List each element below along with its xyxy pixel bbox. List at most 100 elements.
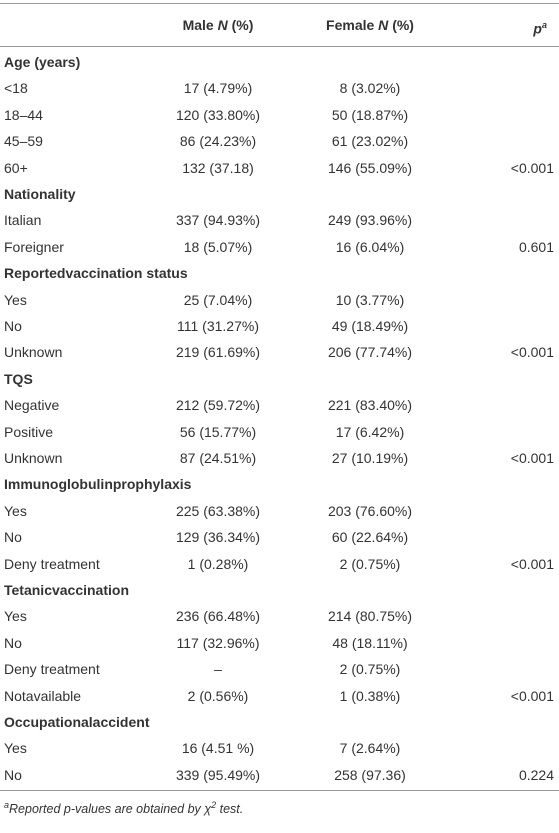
male-value: 17 (4.79%) [183,80,253,97]
section-title: Age (years) [4,54,81,70]
female-value: 206 (77.74%) [327,344,413,361]
data-row: No 111 (31.27%) 49 (18.49%) [0,313,559,339]
data-row: Yes 225 (63.38%) 203 (76.60%) [0,498,559,524]
data-row: 18–44 120 (33.80%) 50 (18.87%) [0,102,559,128]
male-value: 132 (37.18) [182,159,254,176]
row-label: Unknown [4,344,63,361]
male-value: 18 (5.07%) [183,238,253,255]
male-header: Male N (%) [148,10,288,40]
female-value: 16 (6.04%) [335,238,405,255]
female-value: 2 (0.75%) [339,555,401,572]
header-text: Female [326,17,375,33]
female-value: 1 (0.38%) [339,687,401,704]
data-row: Deny treatment 1 (0.28%) 2 (0.75%) <0.001 [0,551,559,577]
data-row: Unknown 219 (61.69%) 206 (77.74%) <0.001 [0,339,559,365]
female-value: 10 (3.77%) [335,291,405,308]
data-row: <18 17 (4.79%) 8 (3.02%) [0,75,559,101]
row-label: Notavailable [4,687,82,704]
section-title: Reportedvaccination status [4,265,188,282]
male-value: 225 (63.38%) [175,502,261,519]
section-title: Nationality [4,186,76,202]
row-label: Negative [4,397,60,414]
header-text: a [541,20,547,30]
section-row: Age (years) [0,49,559,75]
section-title: Tetanicvaccination [4,582,130,598]
section-row: Tetanicvaccination [0,577,559,603]
female-value: 7 (2.64%) [339,740,401,757]
data-row: No 117 (32.96%) 48 (18.11%) [0,630,559,656]
row-label: Yes [4,740,27,757]
row-label: Yes [4,291,27,308]
data-row: Foreigner 18 (5.07%) 16 (6.04%) 0.601 [0,234,559,260]
row-label: Positive [4,423,54,440]
header-text: (%) [231,17,254,33]
p-value: <0.001 [510,555,554,572]
section-row: Immunoglobulinprophylaxis [0,471,559,497]
male-value: 129 (36.34%) [175,529,261,546]
male-value: 236 (66.48%) [175,608,261,625]
data-row: 45–59 86 (24.23%) 61 (23.02%) [0,128,559,154]
data-row: Italian 337 (94.93%) 249 (93.96%) [0,207,559,233]
male-value: 1 (0.28%) [187,555,249,572]
row-label: Italian [4,212,42,229]
header-text: p [533,20,542,37]
male-value: 339 (95.49%) [175,766,261,783]
row-label: No [4,634,22,651]
data-row: No 339 (95.49%) 258 (97.36) 0.224 [0,762,559,788]
female-value: 48 (18.11%) [332,634,408,651]
male-value: 86 (24.23%) [179,133,257,150]
row-label: No [4,766,22,783]
row-label: Foreigner [4,238,64,255]
data-row: Deny treatment – 2 (0.75%) [0,656,559,682]
row-label: 60+ [4,159,28,176]
p-value: <0.001 [510,159,554,176]
p-value: <0.001 [510,687,554,704]
male-value: 337 (94.93%) [175,212,261,229]
female-value: 17 (6.42%) [335,423,405,440]
header-text: (%) [392,17,414,33]
male-value: – [214,661,222,678]
footnote-text: 2 [211,800,217,811]
female-value: 8 (3.02%) [339,80,401,97]
data-row: 60+ 132 (37.18) 146 (55.09%) <0.001 [0,155,559,181]
top-rule [0,3,559,4]
female-value: 249 (93.96%) [327,212,413,229]
female-value: 221 (83.40%) [327,397,413,414]
female-value: 203 (76.60%) [327,502,413,519]
header-text: Male [182,17,214,33]
row-label: Unknown [4,450,63,466]
section-title: TQS [4,370,33,387]
female-value: 50 (18.87%) [331,106,409,123]
female-value: 61 (23.02%) [331,133,409,150]
p-value: <0.001 [510,450,554,466]
footnote-text: test. [216,802,244,817]
male-value: 16 (4.51 %) [181,740,255,757]
section-title: Immunoglobulinprophylaxis [4,476,192,493]
row-label: Yes [4,502,27,519]
p-value: 0.224 [518,766,554,783]
male-value: 111 (31.27%) [177,318,259,334]
bottom-rule [0,790,559,792]
data-row: Negative 212 (59.72%) 221 (83.40%) [0,392,559,418]
row-label: 18–44 [4,106,43,123]
male-value: 120 (33.80%) [175,106,261,123]
section-row: Nationality [0,181,559,207]
section-row: TQS [0,366,559,392]
data-row: No 129 (36.34%) 60 (22.64%) [0,524,559,550]
female-value: 2 (0.75%) [339,661,401,678]
data-row: Unknown 87 (24.51%) 27 (10.19%) <0.001 [0,445,559,471]
female-value: 27 (10.19%) [331,450,409,466]
row-label: 45–59 [4,133,43,150]
header-row: Male N (%) Female N (%) pa [0,10,559,40]
row-label: No [4,318,22,334]
row-label: Deny treatment [4,555,100,572]
female-value: 60 (22.64%) [331,529,409,546]
data-row: Yes 25 (7.04%) 10 (3.77%) [0,287,559,313]
row-label: No [4,529,22,546]
data-row: Yes 16 (4.51 %) 7 (2.64%) [0,735,559,761]
data-row: Notavailable 2 (0.56%) 1 (0.38%) <0.001 [0,683,559,709]
header-text: N [378,17,389,33]
p-value: <0.001 [510,344,554,361]
footnote-mark: a [4,800,10,811]
female-value: 258 (97.36) [334,766,406,783]
